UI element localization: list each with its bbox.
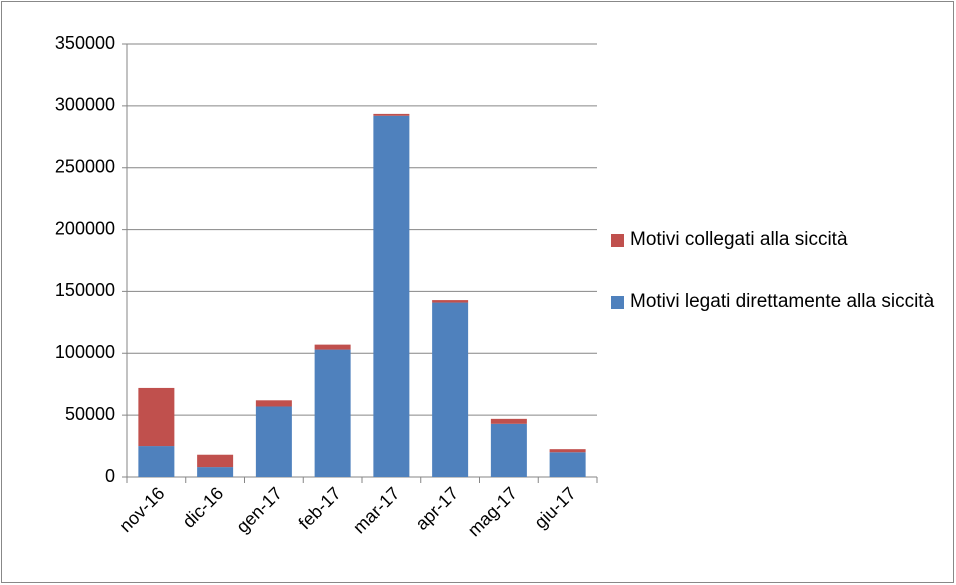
y-tick-label: 50000	[65, 404, 115, 424]
legend-label: Motivi collegati alla siccità	[630, 229, 848, 250]
bar	[255, 406, 292, 477]
bar	[432, 300, 469, 303]
legend-label: Motivi legati direttamente alla siccità	[630, 291, 935, 312]
y-tick-label: 350000	[55, 33, 115, 53]
bar	[373, 113, 410, 116]
legend-item: Motivi collegati alla siccità	[611, 228, 941, 252]
y-tick-label: 0	[105, 466, 115, 486]
bar	[549, 452, 586, 477]
y-tick-label: 200000	[55, 218, 115, 238]
bar	[138, 446, 175, 477]
legend-swatch	[611, 234, 624, 247]
bar	[432, 302, 469, 477]
bar	[197, 454, 234, 468]
bar	[197, 467, 234, 477]
legend-swatch	[611, 296, 624, 309]
bar	[490, 418, 527, 424]
bar	[490, 423, 527, 477]
y-tick-label: 250000	[55, 156, 115, 176]
bar	[373, 115, 410, 478]
bar	[314, 344, 351, 350]
y-tick-label: 100000	[55, 342, 115, 362]
bar	[549, 449, 586, 453]
bar	[255, 400, 292, 407]
legend-item: Motivi legati direttamente alla siccità	[611, 290, 941, 314]
y-tick-label: 300000	[55, 95, 115, 115]
legend: Motivi collegati alla siccità Motivi lega…	[611, 228, 941, 352]
y-tick-label: 150000	[55, 280, 115, 300]
bar	[314, 349, 351, 477]
bar	[138, 387, 175, 447]
